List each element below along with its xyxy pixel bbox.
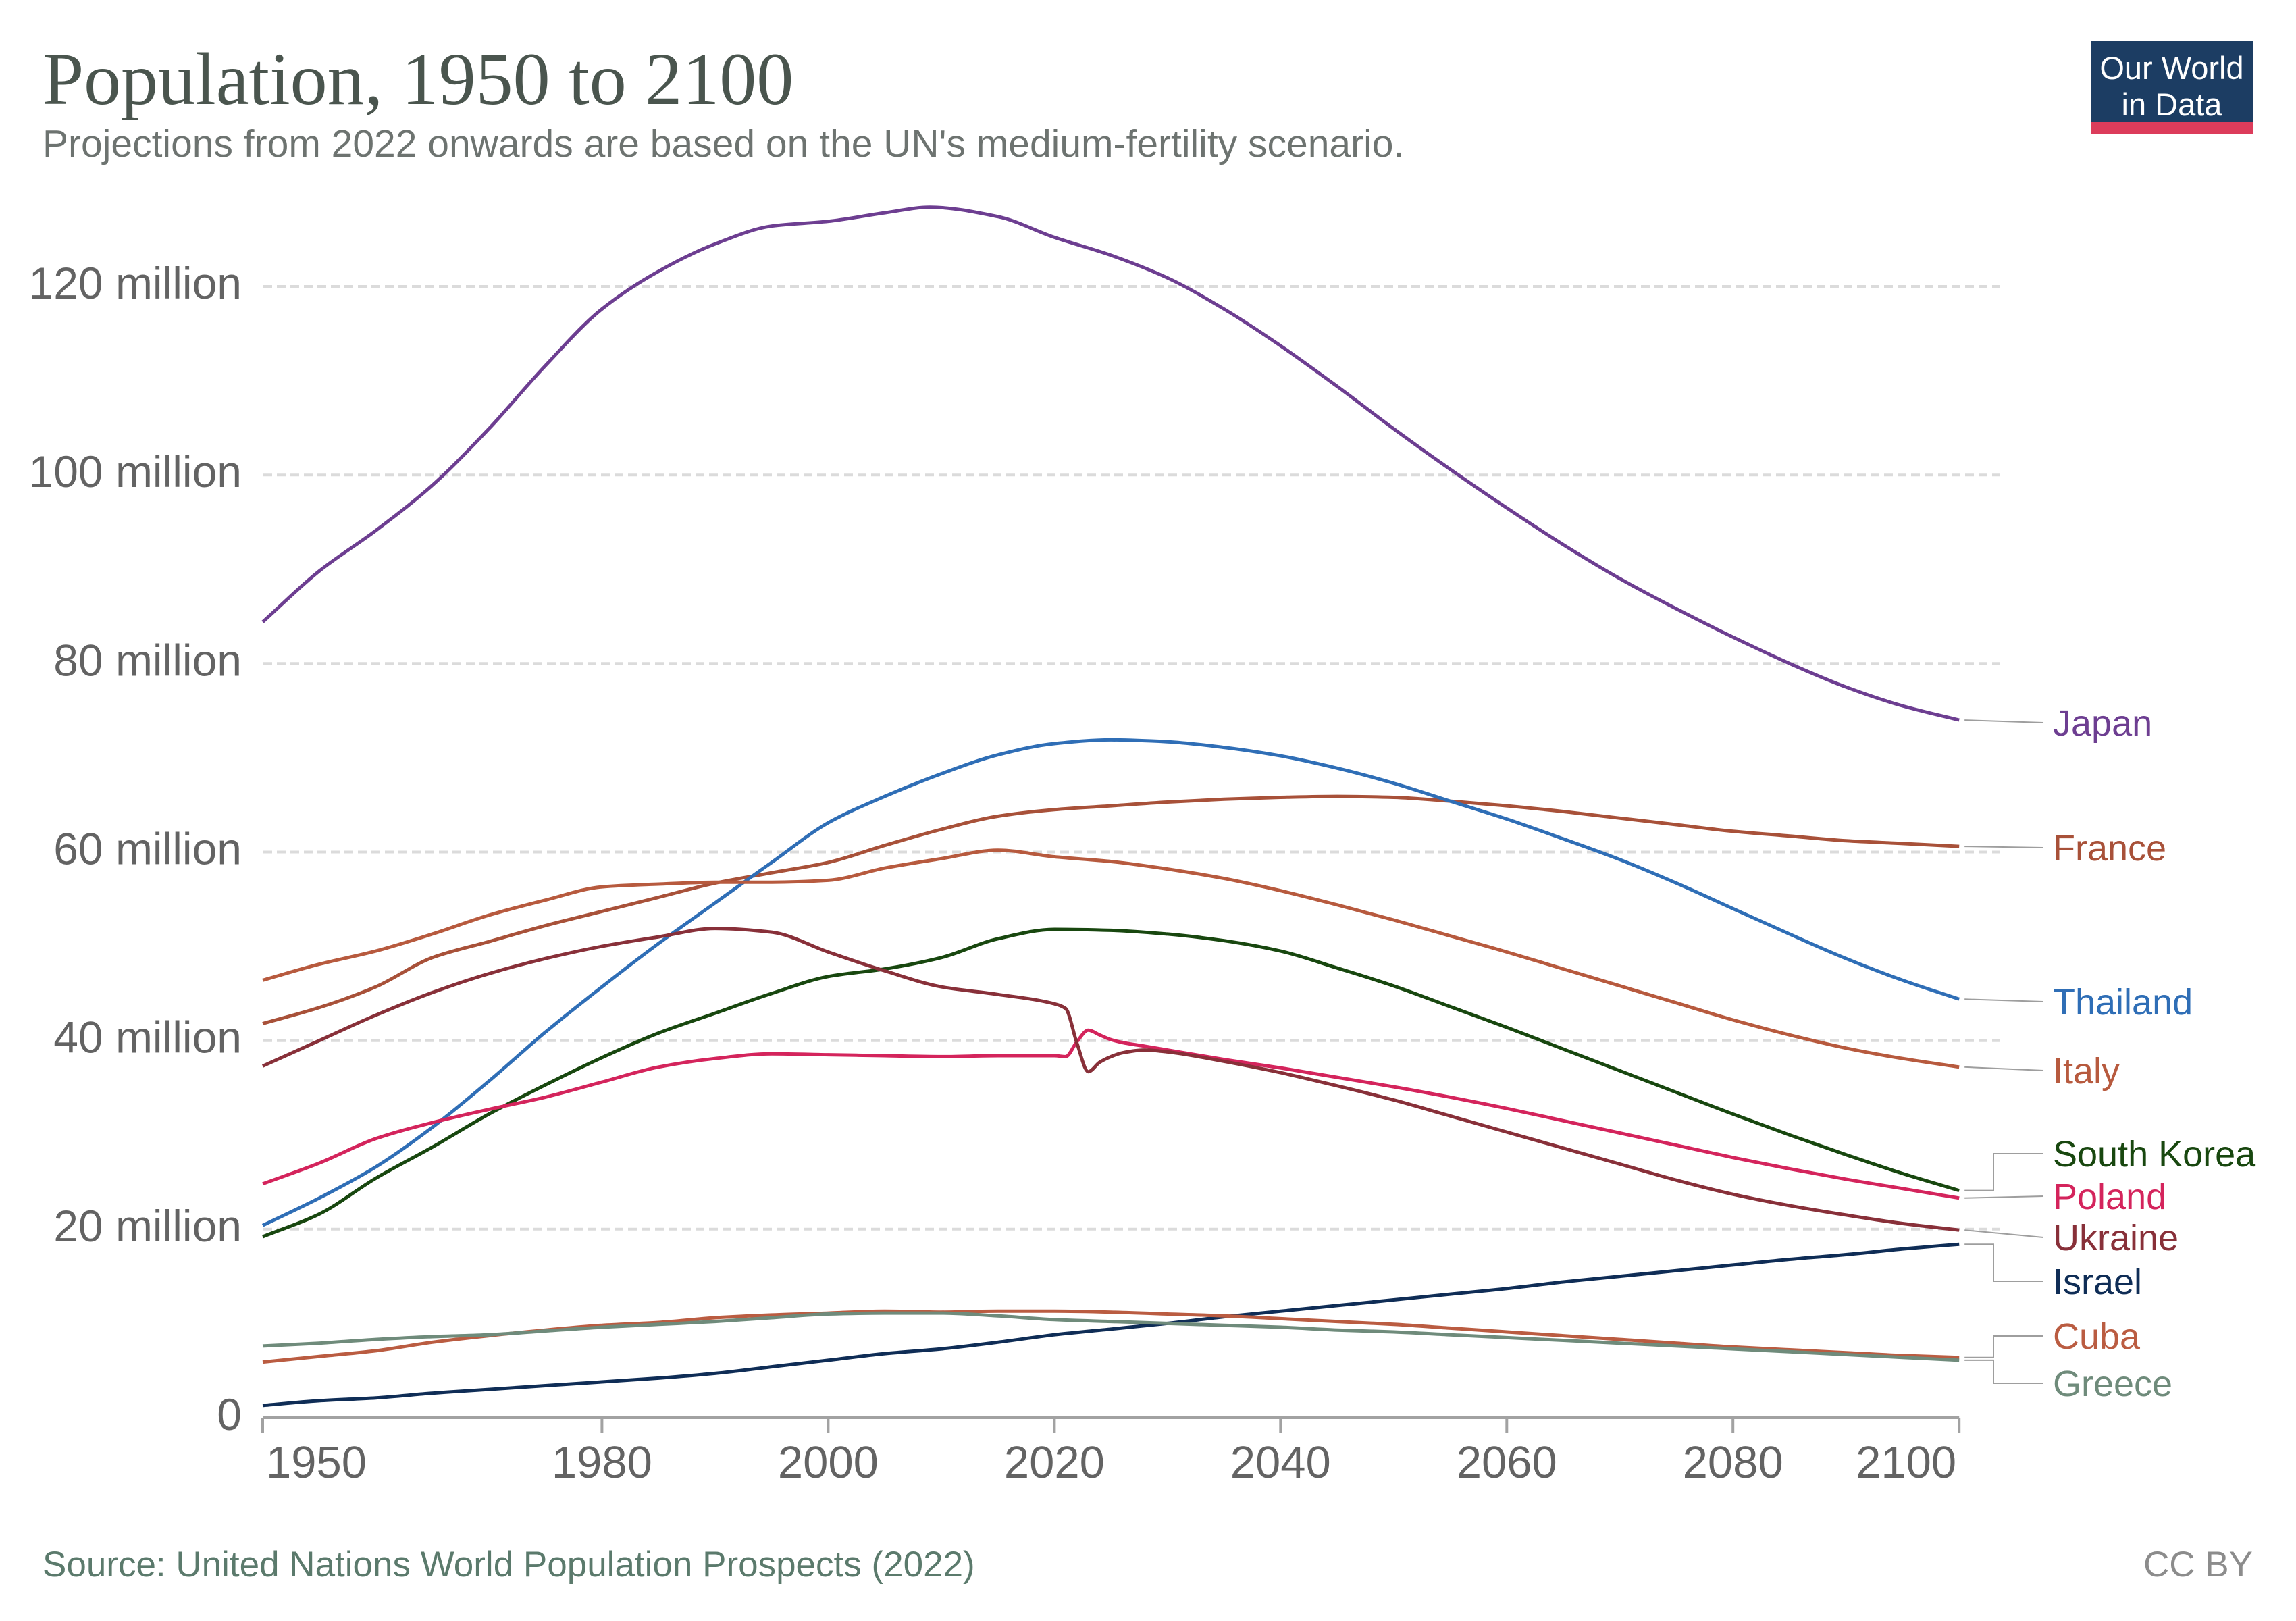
leader-greece bbox=[1964, 1359, 2043, 1384]
y-tick-label: 60 million bbox=[53, 824, 242, 874]
series-line-thailand bbox=[261, 738, 1960, 1227]
series-label-south-korea: South Korea bbox=[2053, 1134, 2256, 1175]
license-badge: CC BY bbox=[2143, 1545, 2253, 1585]
y-tick-label: 20 million bbox=[53, 1201, 242, 1251]
y-tick-label: 40 million bbox=[53, 1012, 242, 1062]
series-line-greece bbox=[262, 1311, 1960, 1362]
logo-line1: Our World bbox=[2099, 50, 2243, 86]
y-tick-label: 80 million bbox=[53, 635, 242, 685]
series-lines bbox=[261, 205, 1960, 1408]
series-label-cuba: Cuba bbox=[2053, 1316, 2141, 1357]
leader-ukraine bbox=[1964, 1229, 2044, 1238]
leader-italy bbox=[1964, 1066, 2044, 1071]
leader-france bbox=[1964, 846, 2044, 848]
y-tick-label: 0 bbox=[217, 1389, 242, 1439]
series-label-italy: Italy bbox=[2053, 1051, 2120, 1091]
x-tick-label: 2080 bbox=[1683, 1437, 1783, 1488]
leader-cuba bbox=[1964, 1335, 2043, 1358]
series-line-israel bbox=[262, 1242, 1960, 1408]
leader-poland bbox=[1964, 1195, 2044, 1199]
series-labels: Japan France Thailand Italy South KoreaPolan… bbox=[2053, 703, 2256, 1404]
series-line-italy bbox=[262, 848, 1960, 1069]
x-tick-label: 1950 bbox=[266, 1437, 367, 1488]
leader-south-korea bbox=[1964, 1153, 2043, 1191]
series-label-ukraine: Ukraine bbox=[2053, 1218, 2178, 1258]
leader-japan bbox=[1964, 719, 2044, 723]
series-label-poland: Poland bbox=[2053, 1177, 2166, 1217]
x-axis bbox=[261, 1416, 1961, 1433]
series-label-israel: Israel bbox=[2053, 1262, 2142, 1302]
x-tick-label: 2040 bbox=[1230, 1437, 1331, 1488]
logo-background bbox=[2091, 41, 2253, 122]
series-line-cuba bbox=[262, 1309, 1960, 1364]
label-leader-lines bbox=[1964, 719, 2044, 1384]
x-axis-labels: 1950 1980 2000 2020 2040 2060 2080 2100 bbox=[266, 1437, 1956, 1488]
chart-subtitle: Projections from 2022 onwards are based … bbox=[43, 122, 1404, 165]
series-label-greece: Greece bbox=[2053, 1364, 2172, 1404]
y-tick-label: 120 million bbox=[29, 258, 242, 308]
series-line-ukraine bbox=[261, 927, 1960, 1232]
logo-accent-bar bbox=[2091, 122, 2253, 134]
y-axis-labels: 0 20 million 40 million 60 million 80 millio… bbox=[29, 258, 242, 1439]
gridlines bbox=[263, 285, 2000, 1231]
series-line-poland bbox=[262, 1028, 1960, 1200]
x-tick-label: 2000 bbox=[778, 1437, 879, 1488]
series-label-thailand: Thailand bbox=[2053, 982, 2193, 1023]
series-line-south-korea bbox=[262, 927, 1960, 1239]
series-label-france: France bbox=[2053, 828, 2166, 869]
x-tick-label: 2020 bbox=[1004, 1437, 1105, 1488]
series-label-japan: Japan bbox=[2053, 703, 2152, 744]
x-tick-label: 2060 bbox=[1457, 1437, 1557, 1488]
leader-israel bbox=[1964, 1243, 2043, 1282]
source-note: Source: United Nations World Population … bbox=[43, 1545, 975, 1585]
y-tick-label: 100 million bbox=[29, 446, 242, 496]
series-line-france bbox=[262, 794, 1960, 1025]
x-tick-label: 1980 bbox=[552, 1437, 652, 1488]
x-tick-label: 2100 bbox=[1856, 1437, 1956, 1488]
leader-thailand bbox=[1964, 998, 2044, 1002]
series-line-japan bbox=[261, 205, 1960, 722]
page-title: Population, 1950 to 2100 bbox=[43, 38, 793, 120]
logo-line2: in Data bbox=[2122, 86, 2223, 122]
owid-logo: Our World in Data bbox=[2091, 41, 2253, 134]
